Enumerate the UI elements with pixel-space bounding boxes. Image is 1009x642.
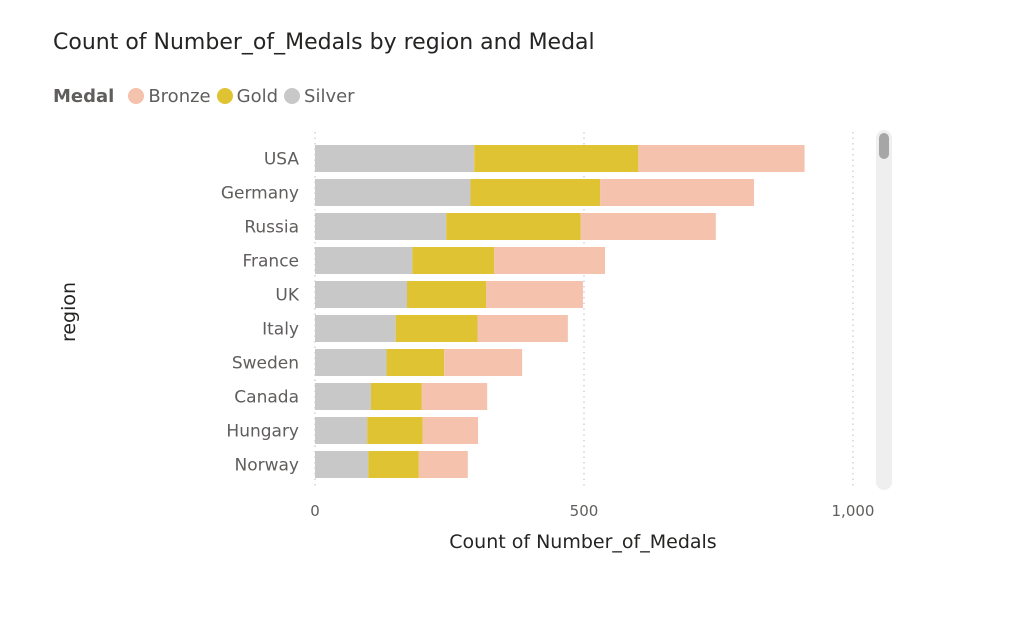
y-axis-title: region	[58, 282, 80, 342]
bar-segment-gold[interactable]	[367, 417, 423, 444]
bar-segment-gold[interactable]	[470, 179, 601, 206]
bar-segment-bronze[interactable]	[494, 247, 605, 274]
y-tick-label: Norway	[235, 456, 300, 476]
legend-item-gold[interactable]: Gold	[216, 85, 279, 107]
bar-segment-bronze[interactable]	[418, 451, 468, 478]
bar-segment-bronze[interactable]	[580, 213, 716, 240]
bar-segment-silver[interactable]	[315, 247, 413, 274]
chart-title: Count of Number_of_Medals by region and …	[53, 30, 595, 55]
y-tick-label: Germany	[221, 184, 299, 204]
bar-segment-silver[interactable]	[315, 281, 407, 308]
legend: Medal Bronze Gold Silver	[53, 83, 361, 109]
y-tick-label: USA	[264, 150, 300, 170]
y-tick-label: Canada	[234, 388, 299, 408]
legend-item-bronze[interactable]: Bronze	[128, 85, 211, 107]
y-tick-label: Hungary	[226, 422, 299, 442]
x-tick-label: 0	[310, 502, 320, 520]
bar-segment-silver[interactable]	[315, 451, 369, 478]
legend-title: Medal	[53, 85, 115, 107]
bar-segment-bronze[interactable]	[638, 145, 805, 172]
y-tick-label: Sweden	[232, 354, 299, 374]
bar-segment-silver[interactable]	[315, 179, 471, 206]
x-tick-label: 1,000	[832, 502, 875, 520]
bar-segment-silver[interactable]	[315, 213, 447, 240]
bar-segment-bronze[interactable]	[444, 349, 523, 376]
legend-dot-silver	[284, 88, 301, 104]
y-tick-labels: USA Germany Russia France UK Italy Sweden Canad…	[221, 150, 300, 476]
legend-label-bronze: Bronze	[148, 85, 211, 107]
bar-segment-silver[interactable]	[315, 315, 396, 342]
bar-segment-bronze[interactable]	[421, 383, 488, 410]
bar-segment-gold[interactable]	[395, 315, 478, 342]
bar-segment-silver[interactable]	[315, 383, 371, 410]
x-tick-labels: 0 500 1,000	[310, 502, 874, 520]
bar-segment-gold[interactable]	[474, 145, 639, 172]
y-tick-label: France	[242, 252, 299, 272]
bar-segment-gold[interactable]	[370, 383, 422, 410]
bar-segment-gold[interactable]	[386, 349, 445, 376]
x-tick-label: 500	[570, 502, 599, 520]
legend-label-silver: Silver	[304, 85, 355, 107]
bar-segment-gold[interactable]	[446, 213, 581, 240]
bar-segment-bronze[interactable]	[486, 281, 583, 308]
legend-item-silver[interactable]: Silver	[284, 86, 355, 107]
bar-segment-bronze[interactable]	[477, 315, 568, 342]
y-tick-label: Russia	[244, 218, 299, 238]
bar-segment-gold[interactable]	[406, 281, 487, 308]
bar-segment-gold[interactable]	[368, 451, 419, 478]
bar-segment-bronze[interactable]	[422, 417, 479, 444]
bar-segment-silver[interactable]	[315, 145, 475, 172]
bar-segment-silver[interactable]	[315, 349, 387, 376]
bar-segment-silver[interactable]	[315, 417, 368, 444]
legend-label-gold: Gold	[236, 85, 279, 107]
x-axis-title: Count of Number_of_Medals	[449, 531, 716, 553]
legend-dot-bronze	[128, 88, 145, 104]
bar-segment-gold[interactable]	[412, 247, 495, 274]
bar-segment-bronze[interactable]	[600, 179, 755, 206]
vertical-scrollbar[interactable]	[876, 130, 892, 490]
scrollbar-thumb[interactable]	[879, 133, 889, 159]
y-tick-label: Italy	[262, 320, 299, 340]
legend-dot-gold	[216, 88, 233, 104]
y-tick-label: UK	[275, 286, 299, 306]
bars	[315, 145, 805, 478]
